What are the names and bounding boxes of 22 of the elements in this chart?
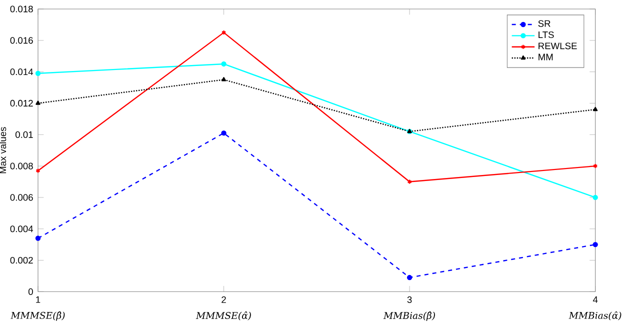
text: MMMSE(α̂)	[196, 311, 251, 320]
x-tick-label: 2	[222, 296, 226, 303]
legend-label: REWLSE	[538, 42, 577, 50]
y-tick-label: 0.01	[15, 131, 33, 138]
x-tick-label: 3	[407, 296, 412, 303]
y-tick-label: 0.014	[10, 68, 34, 76]
legend-label: SR	[538, 20, 550, 27]
text: MMBias(α̂)	[568, 311, 622, 320]
y-tick-label: 0.012	[10, 100, 33, 107]
legend-label: MM	[538, 54, 553, 60]
text: MMBias(β̂)	[383, 311, 435, 321]
y-tick-label: 0	[28, 288, 33, 295]
x-tick-label: 4	[592, 296, 598, 303]
y-tick-label: 0.016	[10, 37, 33, 44]
y-tick-label: 0.002	[10, 256, 33, 264]
y-tick-label: 0.006	[10, 194, 33, 201]
y-tick-label: 0.008	[10, 162, 33, 170]
x-tick-label: 1	[36, 296, 40, 303]
y-tick-label: 0.004	[10, 226, 34, 232]
text: MMMSE(β̂)	[10, 311, 65, 321]
legend-label: LTS	[538, 31, 554, 38]
y-tick-label: 0.018	[10, 6, 33, 12]
